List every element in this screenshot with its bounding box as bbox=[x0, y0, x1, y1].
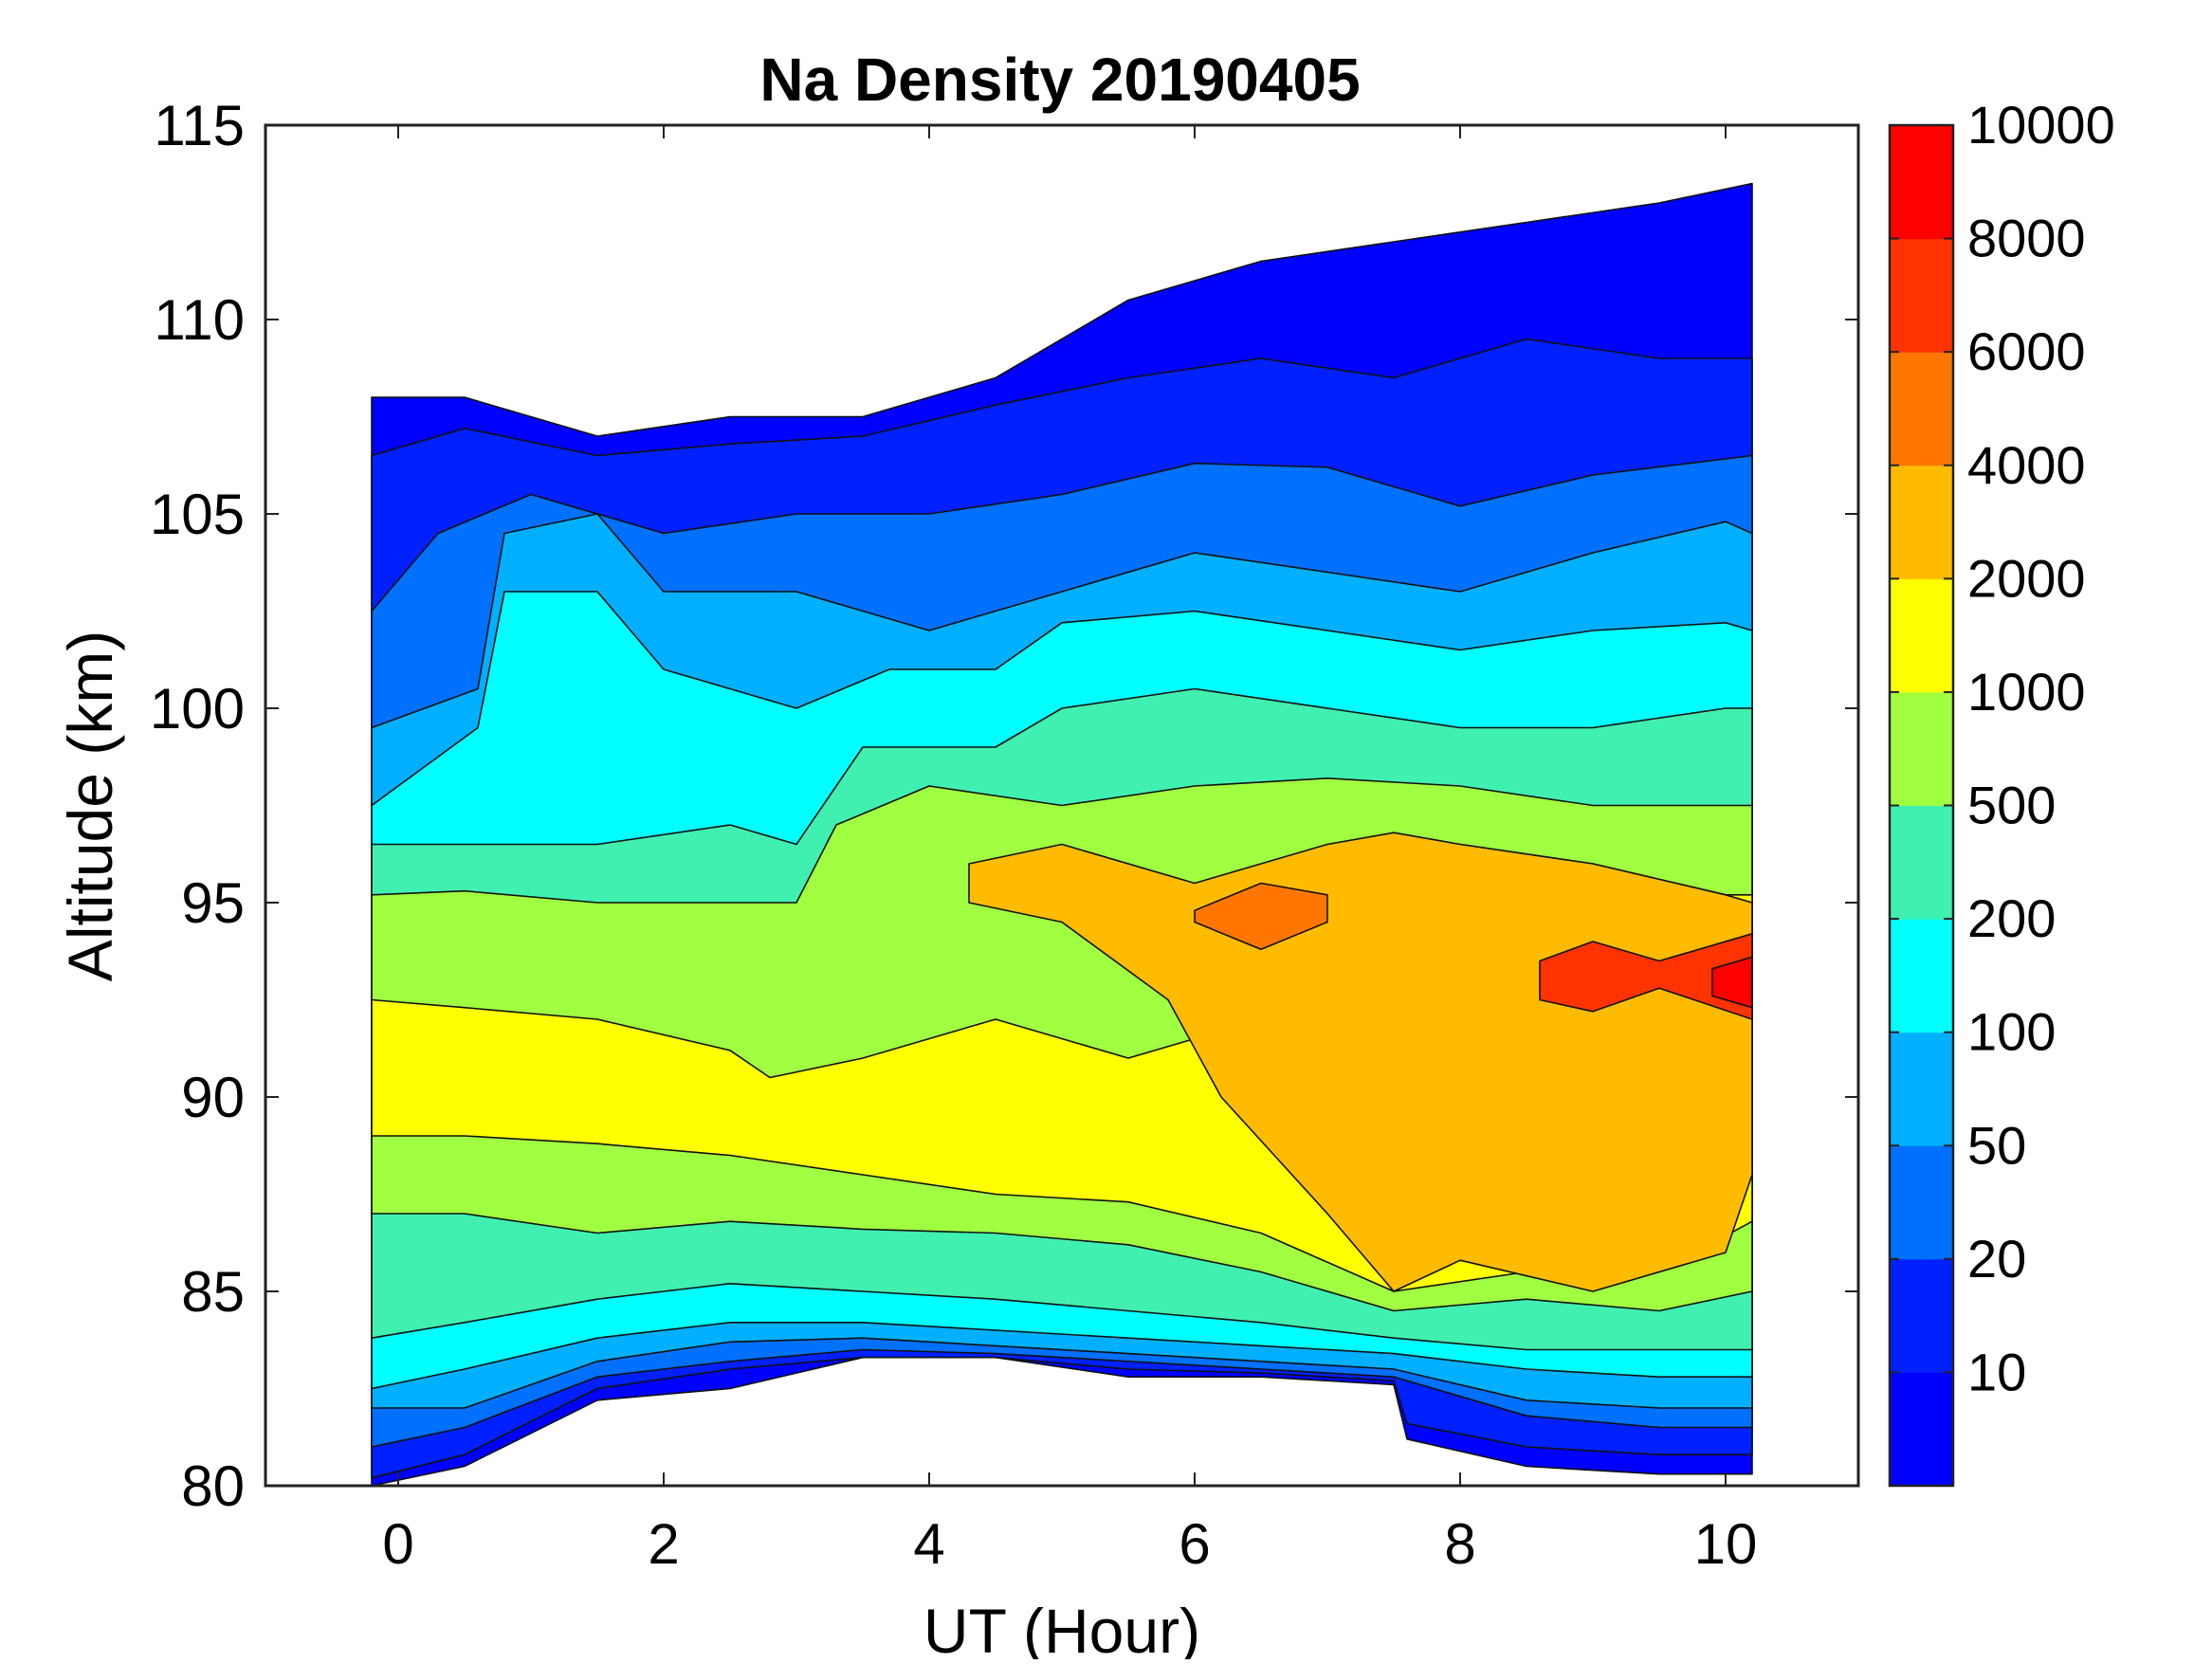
colorbar-label: 20 bbox=[1967, 1229, 2026, 1289]
x-tick-label: 6 bbox=[1179, 1512, 1210, 1576]
colorbar: 10 20 50 100 200 500 1000 2000 4000 6000 8000 10000 bbox=[1888, 95, 2115, 1488]
colorbar-swatch bbox=[1890, 1372, 1953, 1487]
colorbar-label: 50 bbox=[1967, 1115, 2026, 1175]
x-tick-label: 8 bbox=[1444, 1512, 1475, 1576]
y-tick-label: 80 bbox=[181, 1454, 245, 1518]
colorbar-label: 8000 bbox=[1967, 209, 2086, 268]
colorbar-label: 10 bbox=[1967, 1342, 2026, 1401]
colorbar-swatch bbox=[1890, 465, 1953, 579]
colorbar-swatch bbox=[1890, 1145, 1953, 1260]
y-tick-label: 115 bbox=[154, 94, 245, 157]
y-tick-label: 100 bbox=[150, 677, 245, 741]
contour-fills bbox=[371, 182, 1753, 1487]
colorbar-swatch bbox=[1890, 578, 1953, 693]
y-tick-label: 85 bbox=[181, 1260, 245, 1324]
colorbar-label: 100 bbox=[1967, 1002, 2056, 1062]
contour-band-8000 bbox=[1539, 933, 1753, 1020]
y-axis-ticks: 80 85 90 95 100 105 110 115 bbox=[150, 94, 1858, 1518]
contour-band-10000 bbox=[1711, 956, 1753, 1009]
colorbar-label: 4000 bbox=[1967, 435, 2086, 495]
x-axis-label: UT (Hour) bbox=[923, 1596, 1200, 1659]
x-axis-ticks: 0 2 4 6 8 10 bbox=[382, 125, 1757, 1576]
colorbar-label: 2000 bbox=[1967, 548, 2086, 608]
colorbar-swatch bbox=[1890, 1032, 1953, 1146]
colorbar-swatch bbox=[1890, 125, 1953, 240]
chart-title: Na Density 20190405 bbox=[759, 46, 1360, 114]
colorbar-label: 6000 bbox=[1967, 321, 2086, 381]
colorbar-label: 1000 bbox=[1967, 662, 2086, 722]
y-tick-label: 95 bbox=[181, 871, 245, 935]
x-tick-label: 2 bbox=[648, 1512, 679, 1576]
x-tick-label: 0 bbox=[382, 1512, 413, 1576]
colorbar-swatch bbox=[1890, 805, 1953, 920]
plot-frame bbox=[264, 123, 1860, 1488]
colorbar-swatch bbox=[1890, 691, 1953, 806]
colorbar-swatch bbox=[1890, 352, 1953, 466]
y-tick-label: 110 bbox=[154, 288, 245, 352]
colorbar-label: 500 bbox=[1967, 776, 2056, 835]
colorbar-label: 200 bbox=[1967, 888, 2056, 948]
axes bbox=[264, 123, 1860, 1488]
x-tick-label: 4 bbox=[913, 1512, 944, 1576]
colorbar-swatch bbox=[1890, 1258, 1953, 1373]
y-tick-label: 105 bbox=[150, 483, 245, 546]
colorbar-swatch bbox=[1890, 919, 1953, 1033]
y-tick-label: 90 bbox=[181, 1066, 245, 1129]
contour-band-4000 bbox=[968, 832, 1753, 1292]
y-axis-label: Altitude (km) bbox=[55, 631, 125, 981]
contour-band-6000 bbox=[1194, 882, 1328, 950]
colorbar-swatch bbox=[1890, 238, 1953, 353]
x-tick-label: 10 bbox=[1694, 1512, 1758, 1576]
colorbar-label: 10000 bbox=[1967, 95, 2115, 155]
